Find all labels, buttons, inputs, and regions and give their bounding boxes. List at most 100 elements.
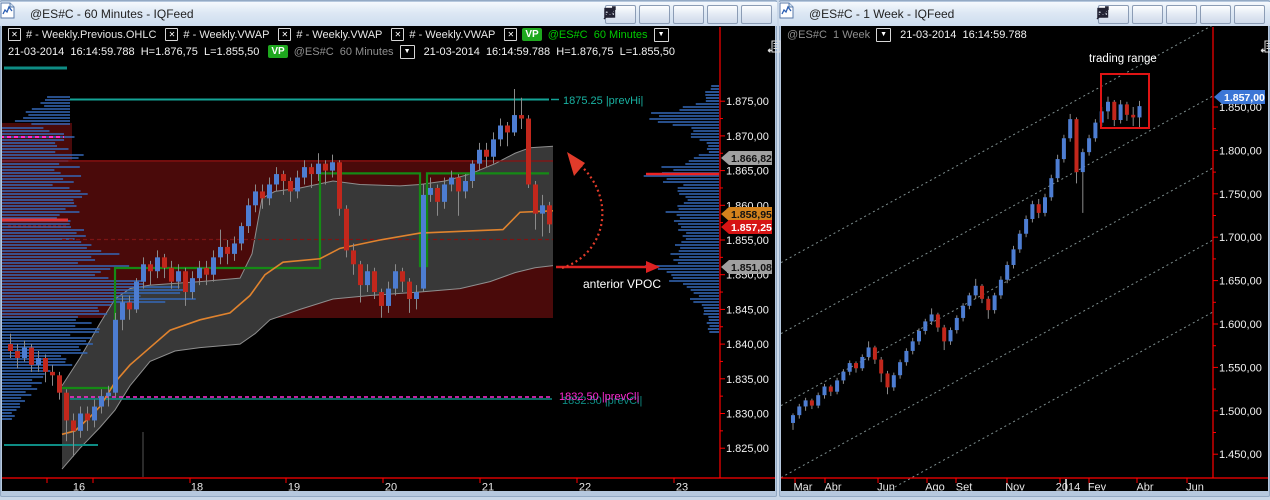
chart-content-weekly: @ES#C 1 Week ▼ 21-03-2014 16:14:59.788 tra… — [781, 26, 1270, 491]
titlebar-buttons — [1095, 5, 1265, 24]
price-tick-label: 1.500,00 — [1219, 406, 1262, 418]
instrument-label: @ES#C 60 Minutes — [293, 45, 394, 58]
price-tick-label: 1.875,00 — [726, 96, 769, 108]
price-axis-tags: 1.866,82 1.858,951.857,25 1.851,08 — [721, 151, 772, 274]
candlesticks — [8, 89, 552, 457]
close-icon — [1098, 8, 1108, 18]
svg-text:1.857,00: 1.857,00 — [1224, 92, 1265, 104]
window-60min-chart: @ES#C - 60 Minutes - IQFeed ✕ # - Weekly.… — [0, 0, 781, 497]
remove-indicator-button[interactable]: ✕ — [165, 28, 179, 41]
price-tag — [721, 151, 772, 165]
time-tick-label: Mar — [794, 482, 813, 492]
window-title: @ES#C - 1 Week - IQFeed — [809, 7, 955, 21]
instrument-label: @ES#C 1 Week — [787, 28, 871, 41]
price-tick-label: 1.850,00 — [1219, 102, 1262, 114]
volume-profile-badge[interactable]: VP — [268, 45, 288, 58]
price-axis-tags: 1.857,00 — [1214, 90, 1265, 104]
indicator-row-0: ✕ # - Weekly.Previous.OHLC ✕ # - Weekly.VWA… — [2, 26, 775, 43]
trading-range-box — [1100, 73, 1150, 129]
price-tag — [1214, 90, 1265, 104]
price-tick-label: 1.840,00 — [726, 339, 769, 351]
titlebar-weekly[interactable]: @ES#C - 1 Week - IQFeed — [779, 2, 1270, 26]
reference-price-lines — [2, 66, 719, 477]
time-tick-label: 2014 — [1056, 482, 1080, 492]
chart-document-icon — [779, 2, 802, 22]
price-tick-label: 1.845,00 — [726, 304, 769, 316]
close-button[interactable] — [605, 5, 772, 24]
price-chart-60min[interactable]: 1875.25 |prevHi| 1832.50 |prevCl|1832.50 … — [2, 26, 775, 491]
time-tick-label: Abr — [1136, 482, 1153, 492]
titlebar-buttons — [602, 5, 772, 24]
price-tick-label: 1.830,00 — [726, 409, 769, 421]
data-line: 21-03-2014 16:14:59.788 H=1.876,75 L=1.8… — [8, 45, 260, 58]
vwap-line — [61, 210, 554, 436]
remove-indicator-button[interactable]: ✕ — [8, 28, 21, 41]
instrument-dropdown[interactable]: ▼ — [399, 44, 415, 59]
annotations: 1875.25 |prevHi| 1832.50 |prevCl|1832.50 … — [556, 95, 661, 407]
svg-text:1.858,95: 1.858,95 — [731, 209, 772, 221]
svg-text:1.857,25: 1.857,25 — [731, 222, 772, 234]
remove-indicator-button[interactable]: ✕ — [504, 28, 518, 41]
price-tick-label: 1.870,00 — [726, 131, 769, 143]
maximize-icon — [604, 7, 616, 18]
time-tick-label: Fev — [1088, 482, 1107, 492]
time-tick-label: Abr — [824, 482, 841, 492]
price-tick-label: 1.835,00 — [726, 374, 769, 386]
close-button[interactable] — [1098, 5, 1265, 24]
volume-profile-badge[interactable]: VP — [522, 28, 542, 41]
remove-indicator-button[interactable]: ✕ — [391, 28, 405, 41]
indicator-label: # - Weekly.VWAP — [409, 28, 496, 41]
time-tick-label: 23 — [676, 482, 688, 492]
data-line: 21-03-2014 16:14:59.788 H=1.876,75 L=1.8… — [423, 45, 675, 58]
annotation-text: anterior VPOC — [583, 277, 661, 291]
close-icon — [605, 8, 615, 18]
annotations: trading range — [1089, 53, 1157, 65]
time-tick-label: Nov — [1005, 482, 1025, 492]
popout-button[interactable] — [1097, 5, 1163, 24]
time-tick-label: 22 — [579, 482, 591, 492]
time-tick-label: 18 — [191, 482, 203, 492]
time-tick-label: Set — [956, 482, 973, 492]
curved-arrow — [561, 162, 604, 270]
popout-button[interactable] — [604, 5, 670, 24]
price-chart-weekly[interactable]: trading range 1.850,00 1.800,00 1.750,00 1.7… — [781, 26, 1268, 491]
price-tag — [721, 220, 772, 234]
maximize-button[interactable] — [604, 5, 738, 24]
window-weekly-chart: @ES#C - 1 Week - IQFeed @ES#C 1 Week ▼ 21-… — [779, 0, 1270, 497]
annotation-text: 1832.50 |prevCl| — [562, 395, 642, 407]
maximize-button[interactable] — [1097, 5, 1231, 24]
titlebar-60min[interactable]: @ES#C - 60 Minutes - IQFeed — [0, 2, 777, 26]
price-tick-label: 1.800,00 — [1219, 145, 1262, 157]
chart-document-icon — [0, 2, 23, 22]
indicator-row-1: 21-03-2014 16:14:59.788 H=1.876,75 L=1.8… — [2, 43, 775, 60]
candlesticks — [791, 96, 1142, 430]
time-tick-label: 19 — [288, 482, 300, 492]
svg-text:1.866,82: 1.866,82 — [731, 153, 772, 165]
time-tick-label: 21 — [482, 482, 494, 492]
price-tick-label: 1.700,00 — [1219, 232, 1262, 244]
price-tick-label: 1.550,00 — [1219, 362, 1262, 374]
instrument-label: @ES#C 60 Minutes — [547, 28, 648, 41]
time-tick-label: 16 — [73, 482, 85, 492]
trend-channel-lines — [781, 26, 1214, 491]
minimize-button[interactable] — [605, 5, 704, 24]
minimize-icon — [605, 15, 614, 18]
annotation-text: 1875.25 |prevHi| — [563, 95, 643, 107]
time-tick-label: Jun — [877, 482, 895, 492]
volume-profile-previous — [2, 96, 196, 420]
instrument-dropdown[interactable]: ▼ — [876, 27, 892, 42]
time-tick-label: Ago — [925, 482, 945, 492]
time-axis: 16 18 19 20 21 22 23 — [46, 478, 688, 492]
remove-indicator-button[interactable]: ✕ — [278, 28, 292, 41]
price-tag — [721, 207, 772, 221]
price-tick-label: 1.865,00 — [726, 166, 769, 178]
minimize-button[interactable] — [1098, 5, 1197, 24]
volume-profile-developing — [643, 85, 719, 333]
indicator-row-0: @ES#C 1 Week ▼ 21-03-2014 16:14:59.788 — [781, 26, 1268, 43]
maximize-icon — [1097, 7, 1109, 18]
annotation-text: trading range — [1089, 53, 1157, 65]
data-line: 21-03-2014 16:14:59.788 — [900, 28, 1027, 41]
instrument-dropdown[interactable]: ▼ — [653, 27, 669, 42]
time-tick-label: 20 — [385, 482, 397, 492]
